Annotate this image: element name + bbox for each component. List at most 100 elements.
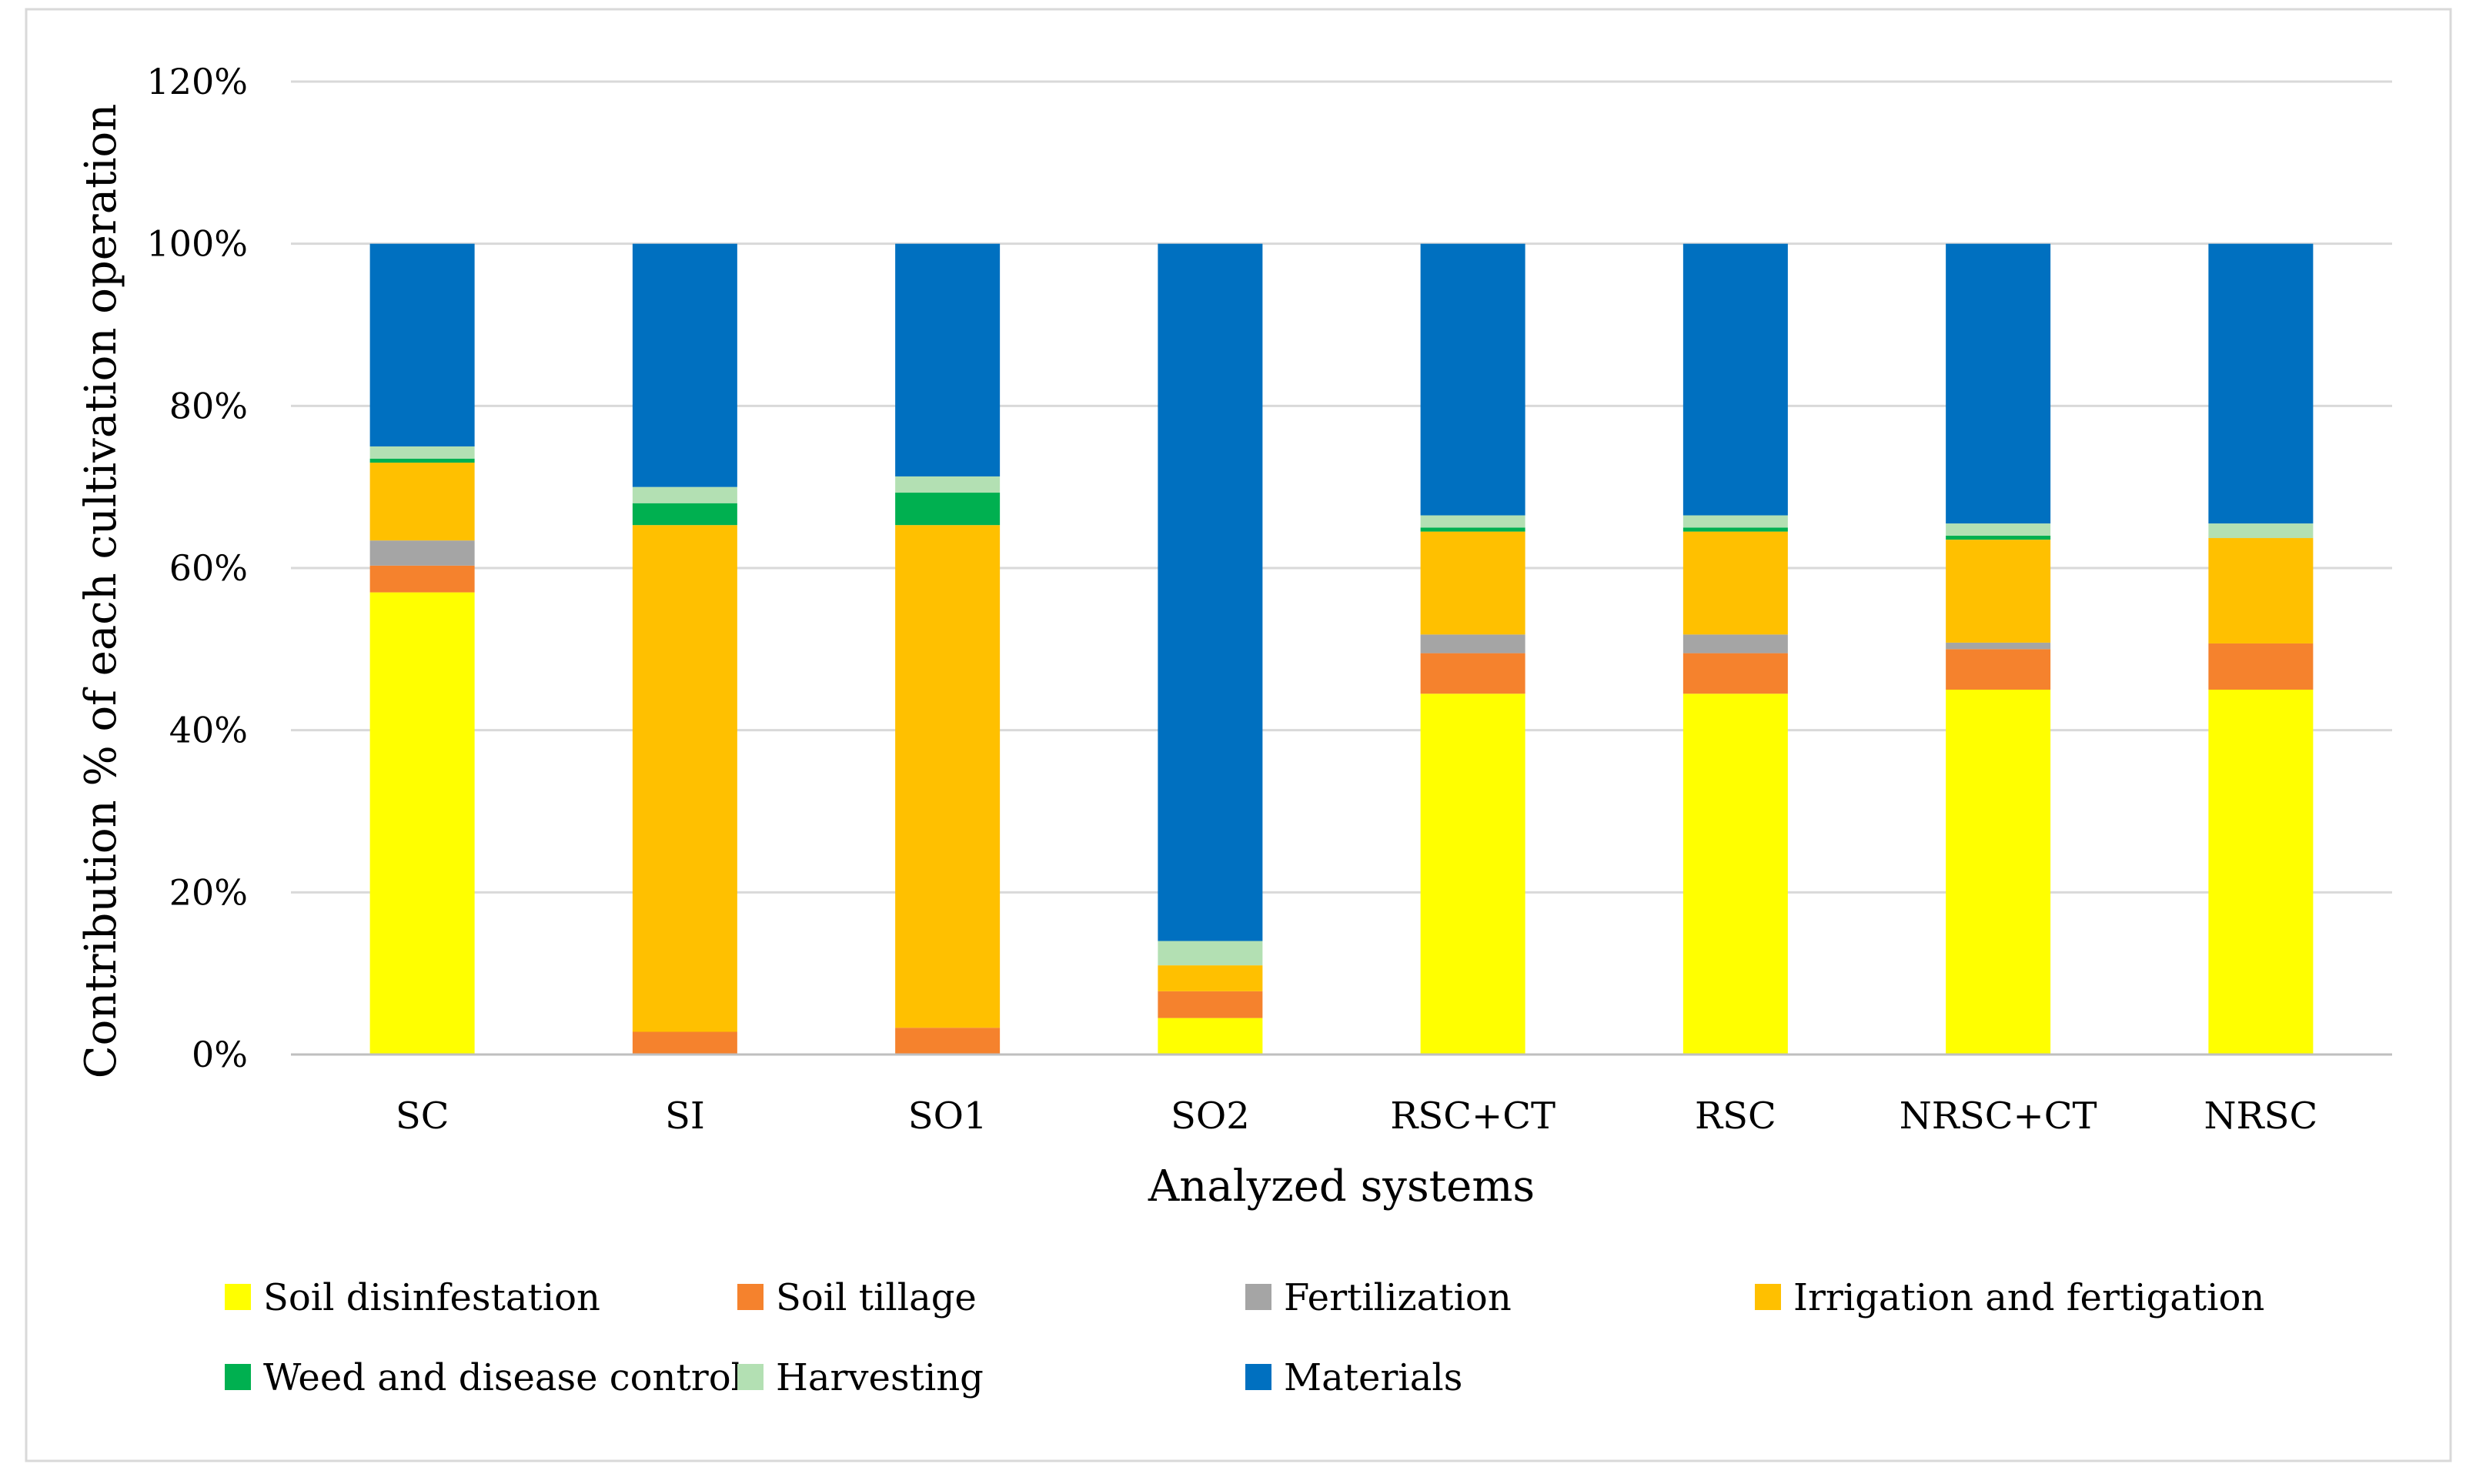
bar-segment (1420, 527, 1525, 532)
bar-segment (1946, 243, 2051, 524)
legend-label: Soil disinfestation (263, 1276, 600, 1319)
y-tick-label: 0% (192, 1034, 248, 1075)
bar-segment (1946, 523, 2051, 536)
legend-swatch (225, 1284, 251, 1310)
bar-segment (369, 540, 475, 566)
bar-segment (1682, 515, 1788, 528)
y-axis-title: Contribution % of each cultivation opera… (76, 104, 126, 1079)
bar-segment (632, 243, 737, 487)
legend-label: Materials (1284, 1356, 1462, 1399)
bar-stack-nrsc-ct (1946, 243, 2051, 1055)
bar-segment (895, 1028, 1001, 1055)
bar-stack-so1 (895, 243, 1001, 1055)
bar-segment (2208, 690, 2314, 1055)
bar-segment (1682, 634, 1788, 653)
bar-segment (1946, 540, 2051, 643)
x-category-label: SO1 (908, 1095, 987, 1138)
x-category-label: SC (396, 1095, 449, 1138)
y-tick-label: 120% (146, 61, 248, 102)
bar-segment (2208, 243, 2314, 524)
bar-segment (1682, 694, 1788, 1055)
legend-label: Irrigation and fertigation (1793, 1276, 2264, 1319)
bar-segment (369, 463, 475, 541)
bar-segment (632, 503, 737, 526)
legend-item: Materials (1245, 1356, 1462, 1399)
bar-segment (1420, 243, 1525, 516)
bar-segment (1158, 941, 1263, 966)
legend: Soil disinfestation Soil tillage Fertiliza… (225, 1276, 2264, 1399)
bar-segment (1946, 535, 2051, 540)
y-tick-label: 80% (169, 385, 248, 426)
x-category-label: RSC (1695, 1095, 1776, 1138)
legend-item: Soil disinfestation (225, 1276, 600, 1319)
bar-segment (895, 243, 1001, 476)
bar-segment (1682, 243, 1788, 516)
legend-swatch (225, 1364, 251, 1390)
legend-swatch (1245, 1364, 1271, 1390)
bar-stack-rsc (1682, 243, 1788, 1055)
bar-segment (632, 1031, 737, 1055)
bar-segment (2208, 643, 2314, 690)
legend-swatch (737, 1364, 764, 1390)
bar-stack-rsc-ct (1420, 243, 1525, 1055)
bar-segment (1682, 531, 1788, 635)
legend-label: Soil tillage (776, 1276, 977, 1319)
y-tick-label: 100% (146, 223, 248, 265)
legend-label: Harvesting (776, 1356, 984, 1399)
bar-segment (1420, 515, 1525, 528)
bar-segment (1420, 531, 1525, 635)
x-category-label: RSC+CT (1390, 1095, 1555, 1138)
bar-segment (2208, 523, 2314, 539)
bar-stack-so2 (1158, 243, 1263, 1055)
y-axis-ticks: 0% 20% 40% 60% 80% 100% 120% (146, 61, 248, 1075)
bar-segment (1946, 649, 2051, 690)
bar-stack-si (632, 243, 737, 1055)
bar-segment (1946, 642, 2051, 650)
x-axis-categories: SC SI SO1 SO2 RSC+CT RSC NRSC+CT NRSC (396, 1095, 2317, 1138)
bar-segment (1420, 634, 1525, 653)
legend-item: Irrigation and fertigation (1755, 1276, 2264, 1319)
x-category-label: NRSC+CT (1900, 1095, 2097, 1138)
bar-segment (632, 486, 737, 503)
legend-swatch (1245, 1284, 1271, 1310)
x-category-label: NRSC (2204, 1095, 2318, 1138)
bar-stack-nrsc (2208, 243, 2314, 1055)
bar-segment (1682, 527, 1788, 532)
legend-swatch (1755, 1284, 1781, 1310)
bar-segment (1158, 991, 1263, 1018)
bar-segment (895, 476, 1001, 493)
bar-segment (632, 525, 737, 1032)
bar-segment (1158, 1018, 1263, 1055)
legend-item: Fertilization (1245, 1276, 1512, 1319)
y-tick-label: 40% (169, 710, 248, 751)
legend-item: Soil tillage (737, 1276, 977, 1319)
bar-segment (369, 565, 475, 593)
bar-segment (369, 458, 475, 463)
bar-segment (1158, 965, 1263, 991)
bar-segment (369, 592, 475, 1055)
bars (369, 243, 2314, 1055)
bar-segment (1682, 653, 1788, 694)
legend-label: Fertilization (1284, 1276, 1512, 1319)
x-category-label: SI (665, 1095, 705, 1138)
bar-segment (1420, 694, 1525, 1055)
bar-segment (895, 525, 1001, 1028)
bar-stack-sc (369, 243, 475, 1055)
bar-segment (2208, 538, 2314, 643)
bar-segment (1946, 690, 2051, 1055)
x-axis-title: Analyzed systems (1148, 1161, 1535, 1212)
bar-segment (369, 446, 475, 459)
legend-label: Weed and disease control (263, 1356, 743, 1399)
bar-segment (895, 493, 1001, 526)
x-category-label: SO2 (1171, 1095, 1250, 1138)
legend-swatch (737, 1284, 764, 1310)
y-tick-label: 20% (169, 871, 248, 913)
bar-segment (1420, 653, 1525, 694)
legend-item: Weed and disease control (225, 1356, 743, 1399)
y-tick-label: 60% (169, 547, 248, 589)
bar-segment (369, 243, 475, 446)
legend-item: Harvesting (737, 1356, 984, 1399)
bar-segment (1158, 243, 1263, 941)
